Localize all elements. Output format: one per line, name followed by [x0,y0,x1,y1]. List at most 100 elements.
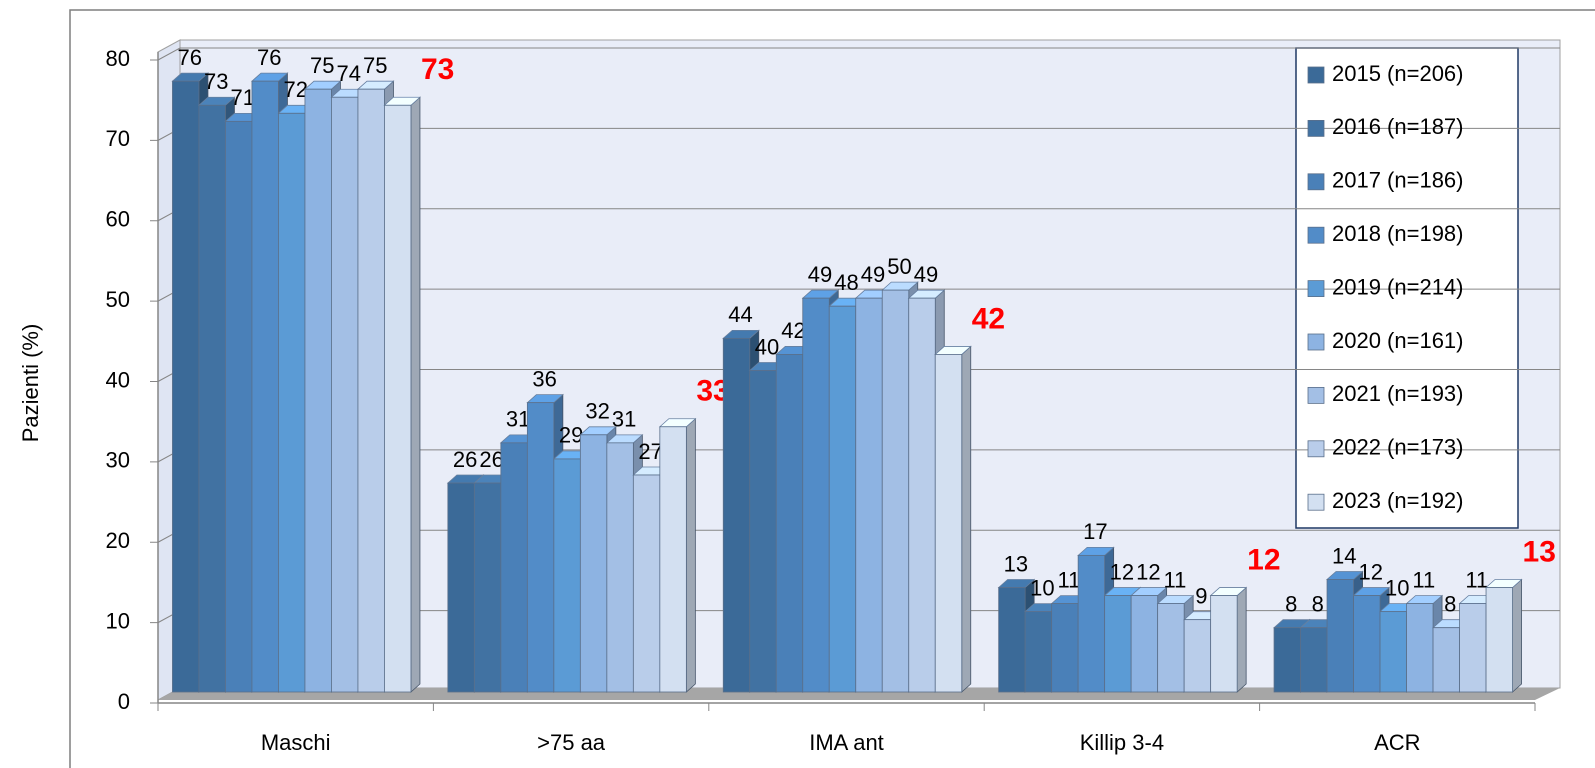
legend-label: 2021 (n=193) [1332,381,1464,406]
bar [908,297,936,693]
bar [1326,579,1354,693]
bar [775,354,804,693]
legend-label: 2023 (n=192) [1332,488,1464,513]
bar [1300,627,1328,693]
legend-swatch [1307,440,1325,458]
bar [447,482,475,693]
y-tick-label: 10 [106,608,130,633]
value-label: 29 [559,423,583,448]
value-label: 12 [1136,559,1160,584]
legend-swatch [1307,493,1325,511]
bar [251,80,279,693]
value-label: 72 [283,77,307,102]
value-label: 14 [1332,543,1356,568]
legend-swatch [1307,280,1325,298]
value-label: 50 [887,254,911,279]
value-label: 76 [257,45,281,70]
value-label: 32 [585,399,609,424]
bar [331,96,359,693]
bar [172,80,200,693]
y-tick-label: 0 [118,689,130,714]
bar-side [1512,578,1522,693]
value-label: 75 [310,53,334,78]
legend-swatch [1307,226,1325,244]
bar [749,370,777,693]
bar [998,587,1026,693]
legend-label: 2018 (n=198) [1332,221,1464,246]
value-label: 11 [1163,567,1186,592]
y-tick-label: 40 [106,367,130,392]
legend-swatch [1307,333,1325,351]
legend-label: 2015 (n=206) [1332,61,1464,86]
value-label: 73 [204,69,228,94]
value-label-highlight: 73 [421,53,454,86]
value-label: 10 [1030,575,1054,600]
bar [659,426,687,693]
y-tick-label: 20 [106,528,130,553]
legend-label: 2020 (n=161) [1332,328,1464,353]
value-label: 9 [1195,583,1207,608]
x-tick-label: Killip 3-4 [1080,730,1164,755]
bar [1432,627,1460,693]
bar [500,442,528,693]
bar [526,402,555,693]
bar [934,354,963,693]
value-label: 12 [1110,559,1134,584]
bar [1104,595,1132,693]
legend-label: 2019 (n=214) [1332,274,1464,299]
bar [1379,611,1407,693]
value-label: 76 [177,45,201,70]
value-label: 8 [1312,592,1324,617]
value-label: 48 [834,270,858,295]
bar [1024,611,1053,693]
value-label: 17 [1083,519,1107,544]
bar [1130,595,1159,693]
y-tick-label: 50 [106,287,130,312]
value-label: 44 [728,302,752,327]
bar-side [410,96,421,693]
bar [855,297,883,693]
bar [1051,603,1079,693]
bar [1273,627,1301,693]
value-label: 49 [808,262,832,287]
bar [1406,603,1434,693]
value-label-highlight: 42 [972,302,1005,335]
value-label: 31 [506,407,530,432]
value-label: 12 [1359,559,1383,584]
value-label: 8 [1444,592,1456,617]
value-label: 11 [1412,567,1435,592]
value-label: 27 [638,439,662,464]
bar [1353,595,1381,693]
value-label: 75 [363,53,387,78]
bar [606,442,634,693]
bar [632,474,661,693]
value-label: 40 [755,334,779,359]
y-tick-label: 60 [106,207,130,232]
x-tick-label: IMA ant [809,730,884,755]
bar [1183,619,1212,693]
legend-label: 2017 (n=186) [1332,168,1464,193]
bar [1157,603,1185,693]
legend-swatch [1307,173,1325,191]
bar [384,104,412,693]
bar [828,305,857,693]
value-label: 10 [1385,575,1409,600]
value-label-highlight: 13 [1523,535,1556,568]
bar-side [1236,586,1247,693]
value-label: 26 [453,447,477,472]
bar [722,337,751,693]
legend-label: 2022 (n=173) [1332,435,1464,460]
bar [553,458,581,693]
chart-frame [69,9,1595,768]
value-label: 49 [861,262,885,287]
y-tick-label: 30 [106,448,130,473]
bar [473,482,502,693]
value-label: 42 [781,318,805,343]
bar-side [685,417,696,693]
bar [198,104,226,693]
x-tick-label: ACR [1374,730,1420,755]
value-label-highlight: 12 [1247,543,1280,576]
x-tick-label: Maschi [261,730,331,755]
value-label: 36 [532,366,556,391]
